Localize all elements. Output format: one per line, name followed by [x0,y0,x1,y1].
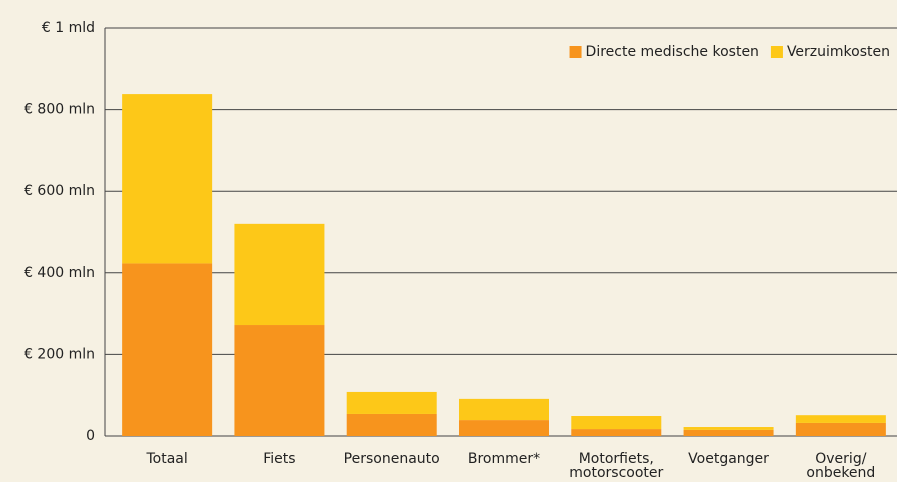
x-tick-label: Totaal [146,451,188,467]
bar-segment [683,427,774,430]
y-tick-label: € 600 mln [24,183,95,199]
bar-segment [571,429,662,436]
bar-segment [795,415,886,423]
bar-segment [571,416,662,430]
x-tick-label: Voetganger [688,451,769,467]
y-tick-label: € 1 mld [42,20,95,36]
legend-swatch [569,46,582,58]
bar-segment [683,429,774,436]
legend-label: Verzuimkosten [787,44,890,60]
y-tick-label: 0 [86,428,95,444]
x-tick-label: Motorfiets, motorscooter [569,451,664,481]
bar-segment [234,325,325,436]
legend-label: Directe medische kosten [586,44,759,60]
y-tick-label: € 400 mln [24,265,95,281]
y-tick-label: € 800 mln [24,102,95,118]
bar-segment [346,413,437,436]
x-tick-label: Brommer* [467,451,541,467]
bar-segment [346,391,437,414]
bar-segment [795,422,886,436]
bar-segment [122,263,213,436]
x-tick-label: Personenauto [343,451,440,467]
x-tick-label: Overig/ onbekend [806,451,876,481]
legend-swatch [770,46,783,58]
x-tick-label: Fiets [263,451,296,467]
bar-segment [459,420,549,436]
bar-segment [122,94,213,264]
y-tick-label: € 200 mln [24,346,95,362]
bar-segment [459,398,549,421]
bar-segment [234,223,325,326]
